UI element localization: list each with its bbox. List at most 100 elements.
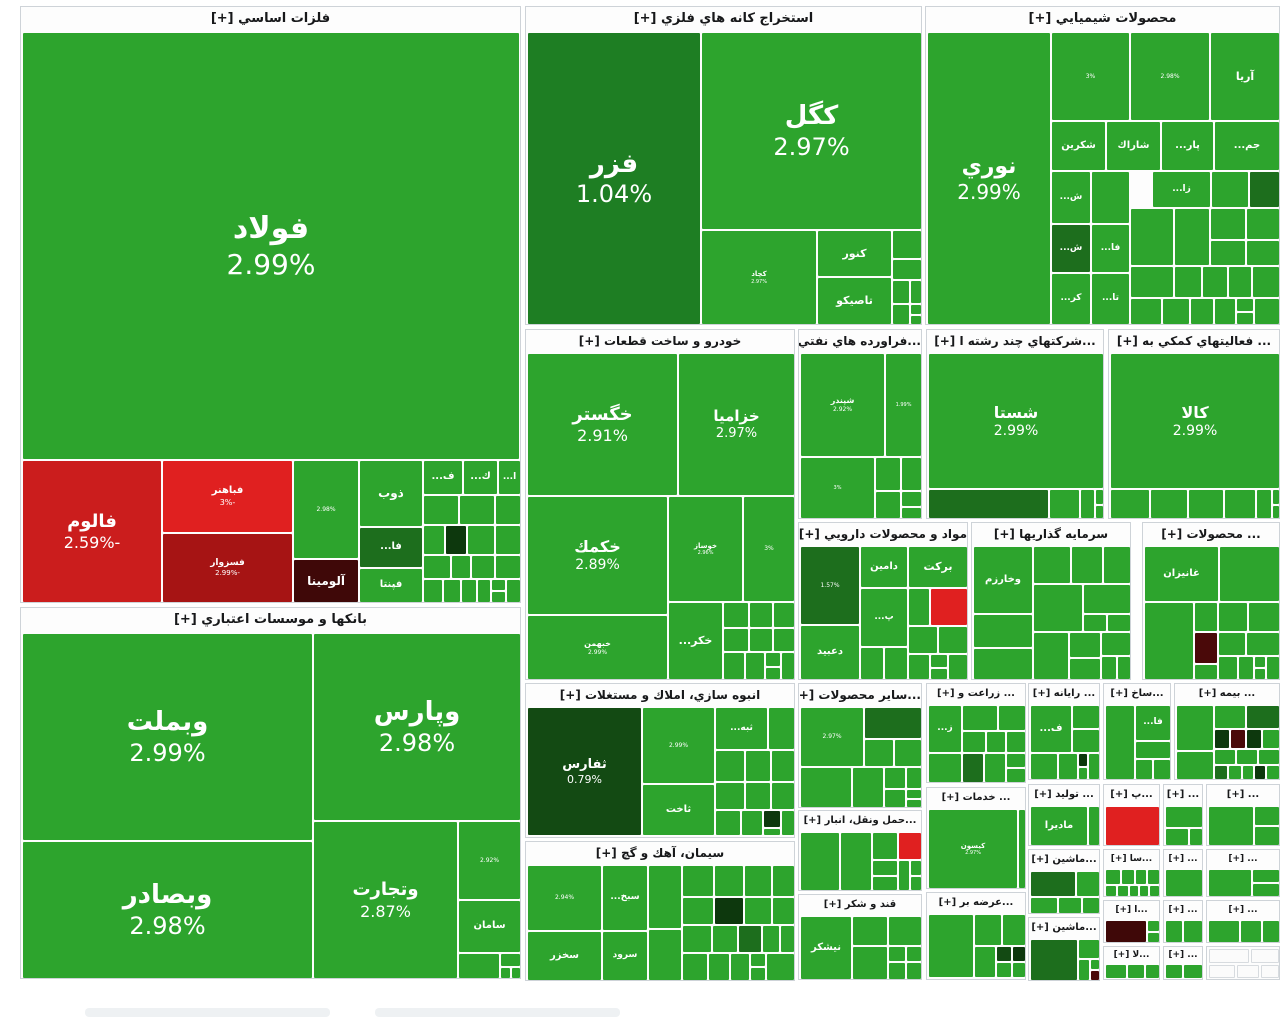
treemap-tile-basic-metals-0[interactable]: فولاد 2.99% [23,33,519,459]
treemap-tile[interactable] [885,648,907,679]
treemap-tile[interactable] [1215,750,1235,764]
treemap-tile[interactable]: 2.94% [528,866,601,930]
treemap-tile[interactable] [1261,965,1279,978]
treemap-tile[interactable] [1203,267,1227,297]
treemap-tile[interactable] [1211,241,1245,265]
treemap-tile[interactable] [911,861,921,875]
treemap-tile[interactable] [773,898,794,924]
treemap-tile[interactable] [772,751,794,781]
treemap-tile[interactable] [1031,898,1057,913]
treemap-tile[interactable]: 1.57% [801,547,859,624]
treemap-tile[interactable] [715,866,743,896]
treemap-tile[interactable]: 3% [744,497,794,601]
treemap-tile[interactable] [1128,965,1144,978]
treemap-tile[interactable] [1091,960,1099,969]
treemap-tile-metal-ores-2[interactable]: كچاد 2.97% [702,231,816,324]
treemap-tile-chemicals-16[interactable]: تا... [1092,274,1129,324]
treemap-tile-chemicals-3[interactable]: آريا [1211,33,1279,120]
treemap-tile[interactable] [1154,760,1170,779]
treemap-tile[interactable] [1106,807,1159,845]
treemap-tile[interactable] [492,592,505,602]
treemap-tile[interactable] [1089,754,1099,779]
treemap-tile[interactable] [1146,965,1159,978]
treemap-tile-banks-5[interactable]: سامان [459,901,520,952]
treemap-tile[interactable] [1263,730,1279,748]
treemap-tile[interactable] [876,492,900,518]
treemap-tile[interactable] [1175,209,1209,265]
treemap-tile[interactable] [949,655,967,679]
section-header-supply[interactable]: ...عرضه بر [+] [927,893,1025,913]
treemap-tile-basic-metals-8[interactable]: فپنتا [360,569,422,602]
treemap-tile[interactable] [1231,730,1245,748]
treemap-tile[interactable] [724,629,748,651]
section-header-misc-6[interactable]: ... [+] [1207,901,1279,919]
treemap-tile[interactable] [1219,633,1245,655]
treemap-tile-basic-metals-1[interactable]: فالوم -2.59% [23,461,161,602]
treemap-tile[interactable] [772,783,794,809]
treemap-tile[interactable] [1237,313,1253,324]
treemap-tile[interactable] [801,768,851,807]
section-header-other-products[interactable]: ...ساير محصولات [+] [799,684,921,706]
treemap-tile[interactable] [885,790,905,807]
treemap-tile[interactable] [1259,750,1279,764]
treemap-tile[interactable] [1229,267,1251,297]
treemap-tile[interactable] [1250,172,1279,207]
treemap-tile[interactable] [1255,807,1279,825]
treemap-tile[interactable] [963,732,985,752]
treemap-tile[interactable] [907,947,921,961]
treemap-tile[interactable] [1073,706,1099,728]
treemap-tile-products-misc-0[interactable]: غانيزان [1145,547,1218,601]
section-header-construction[interactable]: ...ساخ [+] [1104,684,1170,704]
treemap-tile[interactable] [1083,898,1099,913]
treemap-tile[interactable] [1019,810,1025,888]
section-header-sugar[interactable]: قند و شكر [+] [799,895,921,915]
treemap-tile[interactable] [1247,706,1279,728]
treemap-tile[interactable] [999,706,1025,730]
treemap-tile[interactable] [716,783,744,809]
treemap-tile[interactable] [931,669,947,679]
treemap-tile[interactable] [1079,960,1089,980]
treemap-tile[interactable] [1191,299,1213,324]
treemap-tile[interactable]: 2.99% [643,708,714,783]
treemap-tile[interactable] [987,732,1005,752]
treemap-tile[interactable] [1148,870,1159,884]
treemap-tile-chemicals-7[interactable]: جم... [1215,122,1279,170]
treemap-tile[interactable] [1247,241,1279,265]
treemap-tile[interactable] [1166,921,1182,942]
treemap-tile[interactable] [468,526,494,554]
treemap-tile[interactable] [745,866,771,896]
treemap-tile-auto-parts-1[interactable]: خزاميا 2.97% [679,354,794,495]
section-header-misc-4[interactable]: ... [+] [1207,850,1279,868]
section-header-production[interactable]: ... توليد [+] [1029,785,1099,805]
treemap-tile[interactable] [1184,965,1202,978]
treemap-tile[interactable] [1263,921,1279,942]
treemap-tile[interactable] [459,954,499,978]
treemap-tile-cement-1[interactable]: سبخ... [603,866,647,930]
treemap-tile[interactable] [444,580,460,602]
treemap-tile[interactable] [899,861,909,890]
treemap-tile[interactable] [501,968,510,978]
treemap-tile[interactable] [1249,603,1279,631]
treemap-tile[interactable] [731,954,749,980]
treemap-tile-banks-2[interactable]: وبصادر 2.98% [23,842,312,978]
treemap-tile[interactable] [1106,921,1146,942]
treemap-tile[interactable] [1212,172,1248,207]
treemap-tile[interactable]: 2.98% [294,461,358,558]
treemap-tile[interactable]: 3% [1052,33,1129,120]
treemap-tile[interactable] [909,627,937,653]
treemap-tile-chemicals-15[interactable]: كر... [1052,274,1090,324]
treemap-tile[interactable] [716,751,744,781]
treemap-tile[interactable] [746,751,770,781]
treemap-tile[interactable] [893,260,921,279]
treemap-tile[interactable] [1102,633,1130,655]
treemap-tile-chemicals-5[interactable]: شاراك [1107,122,1160,170]
treemap-tile-chemicals-6[interactable]: پار... [1162,122,1213,170]
treemap-tile[interactable] [1130,886,1138,896]
treemap-tile-basic-metals-6[interactable]: ذوب [360,461,422,526]
treemap-tile[interactable] [1255,657,1265,667]
treemap-tile[interactable]: 2.97% [801,708,863,766]
treemap-tile[interactable] [902,508,921,518]
treemap-tile-metal-ores-3[interactable]: كنور [818,231,891,276]
treemap-tile[interactable] [764,811,780,827]
treemap-tile[interactable] [1209,949,1249,963]
